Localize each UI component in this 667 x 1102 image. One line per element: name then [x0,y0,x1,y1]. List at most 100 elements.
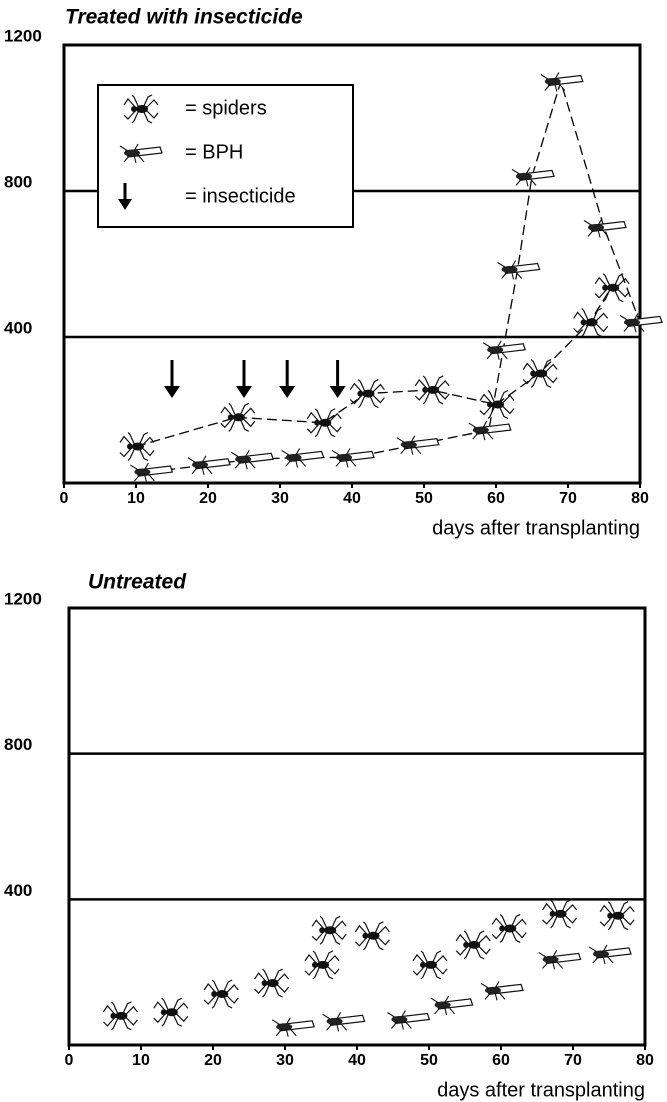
bph-leg [483,343,491,348]
spider-head [422,387,428,393]
spider-head [314,420,320,426]
spider-leg [514,929,526,937]
x-tick-label: 0 [60,490,69,507]
spider-leg [415,391,427,400]
spider-leg [377,927,389,935]
spider-leg [327,956,339,964]
bph-leg [473,432,479,439]
bph-leg [276,1029,282,1036]
spider-leg [313,966,320,979]
spider-leg [574,323,586,332]
spider-leg [305,955,317,964]
spider-leg [329,424,341,432]
spider-leg [377,937,389,945]
spider-leg [421,966,428,979]
spider-leg [320,916,327,929]
spider-head [110,1013,116,1019]
chart-title: Treated with insecticide [65,6,303,29]
spider-leg [355,937,367,946]
spider-marker [204,980,238,1008]
series-line [136,288,611,447]
bph-marker [584,219,626,238]
spider-leg [103,1017,115,1026]
x-tick-label: 80 [636,1052,654,1069]
bph-leg [593,956,599,963]
y-tick-label: 1200 [4,589,42,608]
spider-leg [255,973,267,982]
spider-leg [162,998,169,1011]
bph-marker [282,448,324,467]
bph-leg [397,438,405,443]
spider-leg [125,1017,137,1025]
spider-leg [435,966,447,974]
spider-leg [622,907,634,915]
x-tick-label: 20 [204,1052,222,1069]
spider-leg [608,902,615,915]
chart-panel: Untreated400800120001020304050607080days… [4,571,654,1102]
spider-leg [596,313,608,321]
spider-marker [103,1002,137,1030]
spider-leg [355,926,367,935]
insecticide-arrow [236,360,252,398]
x-tick-label: 70 [564,1052,582,1069]
spider-head [228,414,234,420]
spider-marker [492,914,526,942]
spider-marker [350,380,384,408]
spider-leg [334,931,346,939]
bph-leg [539,952,547,957]
bph-marker [188,456,230,475]
spider-leg [531,360,538,373]
spider-leg [600,917,612,926]
bph-leg [487,352,493,359]
spider-leg [277,974,289,982]
spider-marker [595,274,629,302]
spider-leg [243,418,255,426]
bph-leg [435,1007,441,1014]
x-tick-label: 20 [199,490,217,507]
y-tick-label: 400 [4,881,32,900]
spider-leg [307,413,319,422]
x-tick-label: 40 [348,1052,366,1069]
bph-leg [188,458,196,463]
spider-leg [212,980,219,993]
insecticide-arrow [330,360,346,398]
x-tick-label: 30 [276,1052,294,1069]
spider-leg [142,448,154,456]
spider-leg [423,376,430,389]
spider-leg [523,364,535,373]
spider-marker [574,308,608,336]
spider-leg [103,1006,115,1015]
spider-leg [111,1002,118,1015]
spider-leg [204,984,216,993]
spider-marker [523,360,557,388]
bph-leg [332,450,340,455]
spider-leg [492,929,504,938]
legend-label: = spiders [185,97,267,119]
spider-leg [514,919,526,927]
spider-leg [120,448,132,457]
spider-head [487,402,493,408]
bph-leg [588,230,594,237]
bph-marker [323,1012,365,1031]
spider-marker [600,902,634,930]
bph-leg [512,169,520,174]
x-tick-label: 70 [559,490,577,507]
spider-head [499,925,505,931]
spider-leg [125,1007,137,1015]
spider-leg [176,1003,188,1011]
spider-leg [565,905,577,913]
bph-marker [387,1011,429,1030]
spider-leg [358,395,365,408]
bph-leg [286,459,292,466]
x-tick-label: 0 [65,1052,74,1069]
bph-marker [541,73,583,92]
x-axis-label: days after transplanting [432,517,640,539]
spider-leg [350,384,362,393]
insecticide-arrow [279,360,295,398]
spider-head [262,980,268,986]
spider-head [357,391,363,397]
spider-leg [603,274,610,287]
spider-marker [415,376,449,404]
spider-leg [226,985,238,993]
spider-head [607,913,613,919]
